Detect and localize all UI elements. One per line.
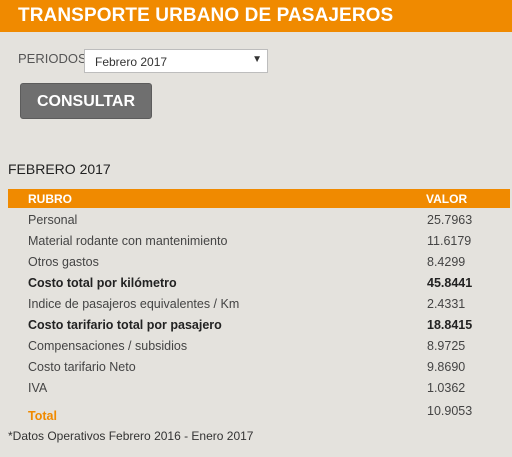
row-valor: 9.8690 [427, 360, 466, 374]
table-row: Otros gastos 8.4299 [8, 252, 510, 272]
row-valor: 8.9725 [427, 339, 466, 353]
row-rubro: Indice de pasajeros equivalentes / Km [28, 297, 240, 311]
table-row: Material rodante con mantenimiento 11.61… [8, 231, 510, 251]
periodos-select-value: Febrero 2017 [95, 55, 168, 69]
table-row: Personal 25.7963 [8, 210, 510, 230]
row-valor-total: 10.9053 [427, 404, 473, 418]
page-header: TRANSPORTE URBANO DE PASAJEROS [0, 0, 512, 32]
table-row: Indice de pasajeros equivalentes / Km 2.… [8, 294, 510, 314]
table-row: Compensaciones / subsidios 8.9725 [8, 336, 510, 356]
row-valor: 18.8415 [427, 318, 473, 332]
row-rubro: Personal [28, 213, 78, 227]
row-valor: 1.0362 [427, 381, 466, 395]
row-rubro: Material rodante con mantenimiento [28, 234, 228, 248]
row-valor: 8.4299 [427, 255, 466, 269]
row-rubro-total: Total [28, 409, 57, 423]
column-header-rubro: RUBRO [28, 192, 72, 206]
table-row: Costo tarifario Neto 9.8690 [8, 357, 510, 377]
table-row-total: Total 10.9053 [8, 403, 510, 423]
row-valor: 45.8441 [427, 276, 473, 290]
row-valor: 2.4331 [427, 297, 466, 311]
table-row: IVA 1.0362 [8, 378, 510, 398]
page-title: TRANSPORTE URBANO DE PASAJEROS [18, 5, 394, 26]
column-header-valor: VALOR [426, 192, 468, 206]
table-row-subtotal: Costo total por kilómetro 45.8441 [8, 273, 510, 293]
row-rubro: Costo tarifario Neto [28, 360, 136, 374]
chevron-down-icon: ▼ [252, 54, 262, 65]
row-rubro: Compensaciones / subsidios [28, 339, 188, 353]
row-rubro: Otros gastos [28, 255, 99, 269]
table-row-subtotal: Costo tarifario total por pasajero 18.84… [8, 315, 510, 335]
row-rubro: IVA [28, 381, 48, 395]
row-rubro: Costo tarifario total por pasajero [28, 318, 222, 332]
table-header: RUBRO VALOR [8, 189, 510, 208]
row-valor: 25.7963 [427, 213, 473, 227]
footnote: *Datos Operativos Febrero 2016 - Enero 2… [8, 429, 254, 443]
periodos-label: PERIODOS [18, 51, 87, 66]
row-rubro: Costo total por kilómetro [28, 276, 177, 290]
section-title: FEBRERO 2017 [8, 161, 111, 177]
row-valor: 11.6179 [427, 234, 472, 248]
periodos-select[interactable]: Febrero 2017 ▼ [84, 49, 268, 73]
consultar-button[interactable]: CONSULTAR [20, 83, 152, 119]
